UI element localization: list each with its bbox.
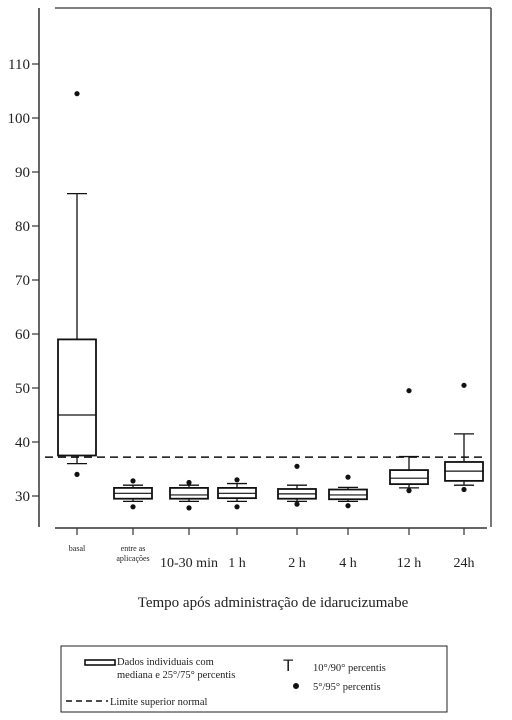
legend-point-label: 5°/95° percentis xyxy=(313,682,381,693)
y-tick-label: 60 xyxy=(15,327,30,343)
outlier-point xyxy=(461,486,467,493)
box-7 xyxy=(444,382,484,493)
outlier-point xyxy=(186,479,192,486)
x-axis-title: Tempo após administração de idarucizumab… xyxy=(138,595,409,611)
outlier-point xyxy=(294,501,300,507)
box-0 xyxy=(57,91,97,477)
x-tick-label: 24h xyxy=(454,556,475,571)
outlier-point xyxy=(234,477,240,483)
box-3 xyxy=(217,477,257,510)
y-ticks: 30 40 50 60 70 80 90 100 110 xyxy=(8,57,39,505)
box-4 xyxy=(277,463,317,507)
legend-frame xyxy=(60,645,448,713)
x-tick-label: 4 h xyxy=(339,556,357,571)
legend: Dados individuais com mediana e 25°/75° … xyxy=(60,645,448,713)
outlier-point xyxy=(186,505,192,511)
box-rect xyxy=(169,486,209,500)
y-tick-label: 90 xyxy=(15,165,30,181)
x-tick-label: 1 h xyxy=(228,556,246,571)
y-tick-label: 30 xyxy=(15,489,30,505)
x-tick-label: 12 h xyxy=(397,556,422,571)
legend-whisker-label: 10°/90° percentis xyxy=(313,663,386,674)
legend-point-marker xyxy=(293,683,299,689)
outlier-point xyxy=(74,471,80,477)
x-tick-label: entre as aplicações xyxy=(116,544,149,563)
box-rect xyxy=(389,469,429,486)
x-ticks: basal entre as aplicações 10-30 min 1 h 2 h 4 … xyxy=(69,528,475,571)
x-tick-label: 10-30 min xyxy=(160,556,218,571)
y-tick-label: 70 xyxy=(15,273,30,289)
outlier-point xyxy=(345,474,351,480)
y-tick-label: 80 xyxy=(15,219,30,235)
box-2 xyxy=(169,479,209,511)
outlier-point xyxy=(461,382,467,388)
outlier-point xyxy=(130,478,136,484)
outlier-point xyxy=(294,463,300,469)
y-tick-label: 110 xyxy=(8,57,30,73)
outlier-point xyxy=(234,504,240,510)
outlier-point xyxy=(345,503,351,509)
x-tick-label: 2 h xyxy=(288,556,306,571)
box-5 xyxy=(328,474,368,509)
boxes xyxy=(57,91,484,511)
outlier-point xyxy=(406,488,412,494)
x-tick-label: basal xyxy=(69,544,86,553)
outlier-point xyxy=(406,388,412,394)
box-1 xyxy=(113,478,153,510)
y-tick-label: 100 xyxy=(8,111,31,127)
legend-box-swatch xyxy=(84,659,116,666)
legend-line-label: Limite superior normal xyxy=(110,697,207,708)
outlier-point xyxy=(130,504,136,510)
legend-box-label: Dados individuais com mediana e 25°/75° … xyxy=(117,657,235,681)
box-rect xyxy=(57,338,97,457)
legend-whisker-symbol: T xyxy=(283,656,293,675)
outlier-point xyxy=(74,91,80,97)
y-tick-label: 50 xyxy=(15,381,30,397)
y-tick-label: 40 xyxy=(15,435,30,451)
box-6 xyxy=(389,388,429,494)
